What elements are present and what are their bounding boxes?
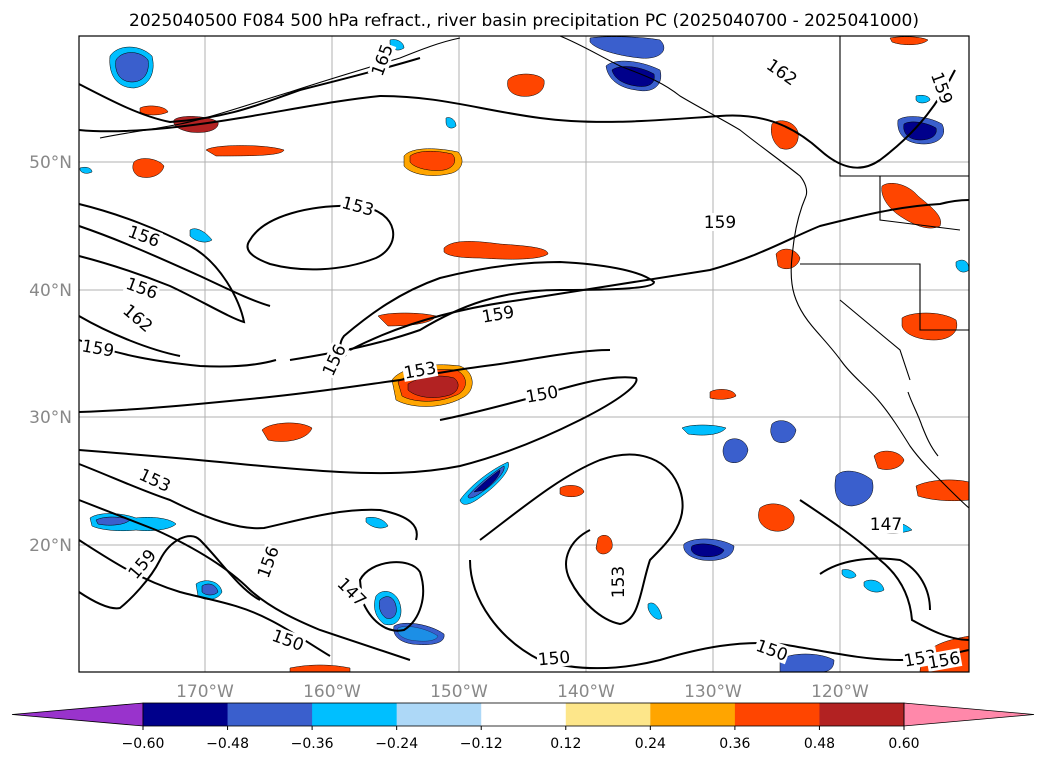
contour-label-bg <box>869 515 903 533</box>
contour-label: 159 <box>704 213 736 233</box>
colorbar-extend-low <box>11 702 144 727</box>
map-border <box>78 35 970 673</box>
contour-labels: 1651621591561531591561621591561591531501… <box>79 40 963 674</box>
colorbar-segment <box>227 703 313 726</box>
contour-label-bg <box>925 648 963 672</box>
contour-label-bg <box>122 273 162 303</box>
lat-label-20n: 20°N <box>29 536 72 556</box>
colorbar-segment <box>312 703 398 726</box>
contour-label-bg <box>927 68 957 108</box>
contour-label-bg <box>609 565 627 599</box>
contour-label-bg <box>268 625 308 655</box>
refractivity-contours <box>78 57 970 670</box>
colorbar-tick-label: −0.12 <box>460 736 503 752</box>
contour-label-bg <box>124 221 164 251</box>
contour-label-bg <box>333 573 371 611</box>
figure-title: 2025040500 F084 500 hPa refract., river … <box>129 11 919 31</box>
contour-label-bg <box>762 54 802 90</box>
colorbar-outline <box>142 702 905 727</box>
colorbar-extend-high <box>903 702 1035 727</box>
colorbar-segment <box>819 703 905 726</box>
lon-label-120w: 120°W <box>811 682 869 702</box>
lon-label-140w: 140°W <box>557 682 615 702</box>
contour-label: 147 <box>870 515 902 535</box>
lat-label-40n: 40°N <box>29 281 72 301</box>
contour-label-bg <box>536 647 572 669</box>
contour-label-bg <box>752 635 792 665</box>
colorbar-segment <box>734 703 820 726</box>
contour-label-bg <box>401 358 439 382</box>
contour-label-bg <box>479 302 517 326</box>
colorbar-tick-label: 0.60 <box>888 736 919 752</box>
gridlines <box>79 36 969 672</box>
colorbar-segment <box>143 703 229 726</box>
lon-label-130w: 130°W <box>684 682 742 702</box>
colorbar-tick-label: −0.48 <box>206 736 249 752</box>
contour-label-bg <box>339 192 377 220</box>
latitude-labels: 50°N 40°N 30°N 20°N <box>29 153 72 556</box>
colorbar-tick-label: −0.36 <box>291 736 334 752</box>
lon-label-150w: 150°W <box>430 682 488 702</box>
colorbar <box>11 702 1035 727</box>
contour-label-bg <box>523 382 561 406</box>
map-panel <box>78 35 970 673</box>
colorbar-tick-label: 0.24 <box>635 736 666 752</box>
contour-label-bg <box>119 300 157 336</box>
lon-label-160w: 160°W <box>303 682 361 702</box>
lat-label-30n: 30°N <box>29 408 72 428</box>
contour-label-bg <box>79 336 117 360</box>
lon-label-170w: 170°W <box>176 682 234 702</box>
colorbar-tick-label: −0.24 <box>375 736 418 752</box>
contour-label: 153 <box>609 566 629 598</box>
colorbar-tick-label: 0.48 <box>804 736 835 752</box>
contour-label: 150 <box>537 648 571 671</box>
contour-label-bg <box>124 545 160 583</box>
contour-label-bg <box>253 542 283 582</box>
contour-label-bg <box>135 464 175 496</box>
colorbar-segment <box>396 703 482 726</box>
colorbar-segment <box>565 703 651 726</box>
colorbar-tick-label: 0.12 <box>550 736 581 752</box>
colorbar-segment <box>481 703 567 726</box>
contour-label-bg <box>367 40 397 80</box>
contour-label-bg <box>318 340 350 380</box>
colorbar-tick-label: −0.60 <box>122 736 165 752</box>
colorbar-segment <box>650 703 736 726</box>
longitude-labels: 170°W 160°W 150°W 140°W 130°W 120°W <box>176 682 869 702</box>
contour-label-bg <box>703 213 737 231</box>
colorbar-tick-label: 0.36 <box>719 736 750 752</box>
lat-label-50n: 50°N <box>29 153 72 173</box>
colorbar-tick-labels: −0.60 −0.48 −0.36 −0.24 −0.12 0.12 0.24 0.36 0.4… <box>122 726 920 752</box>
